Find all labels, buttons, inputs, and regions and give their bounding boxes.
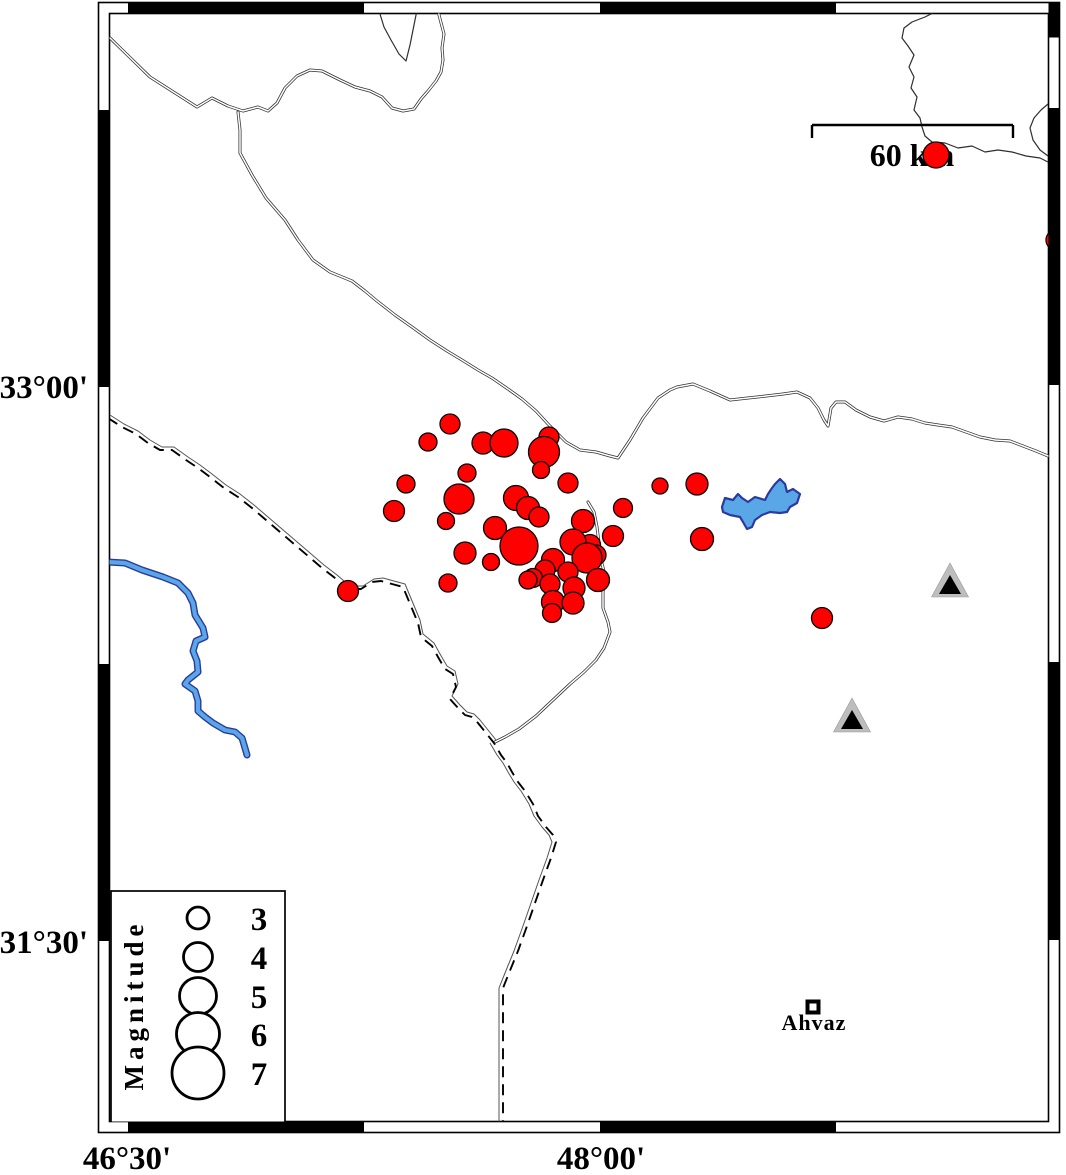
earthquake-marker xyxy=(561,591,585,615)
border-companion-line xyxy=(489,742,553,1122)
boundary-line xyxy=(109,13,445,112)
legend-value-label: 6 xyxy=(251,1018,268,1054)
legend-value-label: 5 xyxy=(251,980,268,1016)
frame-inner-line xyxy=(108,12,1050,1123)
boundary-line xyxy=(1029,103,1049,157)
earthquake-marker xyxy=(382,499,406,523)
earthquake-marker xyxy=(585,567,611,593)
frame-segment xyxy=(98,664,110,941)
frame-outer-line xyxy=(97,1,1061,1134)
river xyxy=(109,559,250,758)
boundary-line xyxy=(379,13,417,62)
border-dashed-line xyxy=(109,417,557,1122)
legend-value-label: 3 xyxy=(251,902,268,938)
earthquake-marker xyxy=(518,570,538,590)
earthquake-marker xyxy=(922,141,950,169)
longitude-label-left: 46°30' xyxy=(83,1141,171,1175)
frame-segment xyxy=(128,1121,364,1133)
boundary-line xyxy=(237,111,1049,459)
earthquake-marker xyxy=(570,508,596,534)
earthquake-marker xyxy=(541,602,563,624)
earthquake-marker xyxy=(1045,232,1049,248)
earthquake-marker xyxy=(418,432,438,452)
earthquake-marker xyxy=(396,474,416,494)
coordinate-labels: 33°00' 31°30' 46°30' 48°00' xyxy=(0,370,645,1175)
city-square-icon xyxy=(805,999,821,1015)
frame-segment xyxy=(1048,108,1060,385)
earthquake-marker xyxy=(453,541,477,565)
legend-circle xyxy=(185,905,211,931)
frame-segment xyxy=(128,2,364,14)
boundary-line xyxy=(901,13,1049,163)
earthquake-marker xyxy=(557,472,579,494)
earthquake-marker xyxy=(612,497,634,519)
earthquake-marker xyxy=(601,524,625,548)
boundary-line xyxy=(109,13,446,113)
station-triangle-core xyxy=(841,710,863,729)
earthquake-marker xyxy=(481,552,501,572)
latitude-label-top: 33°00' xyxy=(0,370,88,406)
frame-segment xyxy=(1048,13,1060,38)
latitude-label-bottom: 31°30' xyxy=(0,925,88,961)
water-features xyxy=(109,477,802,759)
earthquake-marker xyxy=(439,413,461,435)
earthquake-marker xyxy=(651,477,669,495)
city-marker-group: Ahvaz xyxy=(782,999,847,1035)
national-border xyxy=(109,414,557,1122)
earthquake-marker xyxy=(685,472,709,496)
earthquake-marker xyxy=(689,526,715,552)
frame-segment xyxy=(600,2,836,14)
frame-segment xyxy=(600,1121,836,1133)
earthquake-marker xyxy=(438,573,458,593)
legend-circle xyxy=(182,941,214,973)
legend-value-label: 7 xyxy=(251,1057,268,1093)
station-layer xyxy=(832,562,970,733)
earthquake-marker xyxy=(336,579,360,603)
earthquake-layer xyxy=(336,141,1049,630)
city-label: Ahvaz xyxy=(782,1010,847,1035)
frame-segment xyxy=(1048,662,1060,940)
earthquake-marker xyxy=(531,460,551,480)
frame-segment xyxy=(1048,2,1060,14)
scale-bar: 60 km xyxy=(810,123,1015,173)
legend-title: Magnitude xyxy=(119,919,149,1090)
earthquake-marker xyxy=(443,483,475,515)
map-frame xyxy=(97,1,1061,1134)
legend-circle xyxy=(170,1045,226,1101)
station-triangle-core xyxy=(939,575,961,594)
legend-value-label: 4 xyxy=(251,941,268,977)
longitude-label-center: 48°00' xyxy=(557,1141,645,1175)
earthquake-marker xyxy=(528,506,550,528)
legend-circle xyxy=(178,976,218,1016)
earthquake-marker xyxy=(499,526,539,566)
admin-boundaries xyxy=(109,13,1049,744)
earthquake-marker xyxy=(482,515,508,541)
earthquake-marker xyxy=(436,511,456,531)
earthquake-marker xyxy=(810,606,834,630)
lake xyxy=(720,477,802,531)
frame-segment xyxy=(98,110,110,387)
earthquake-marker xyxy=(571,542,603,574)
river xyxy=(109,558,251,759)
scale-bar-line xyxy=(810,123,1015,138)
earthquake-marker xyxy=(457,463,477,483)
earthquake-marker xyxy=(489,428,519,458)
